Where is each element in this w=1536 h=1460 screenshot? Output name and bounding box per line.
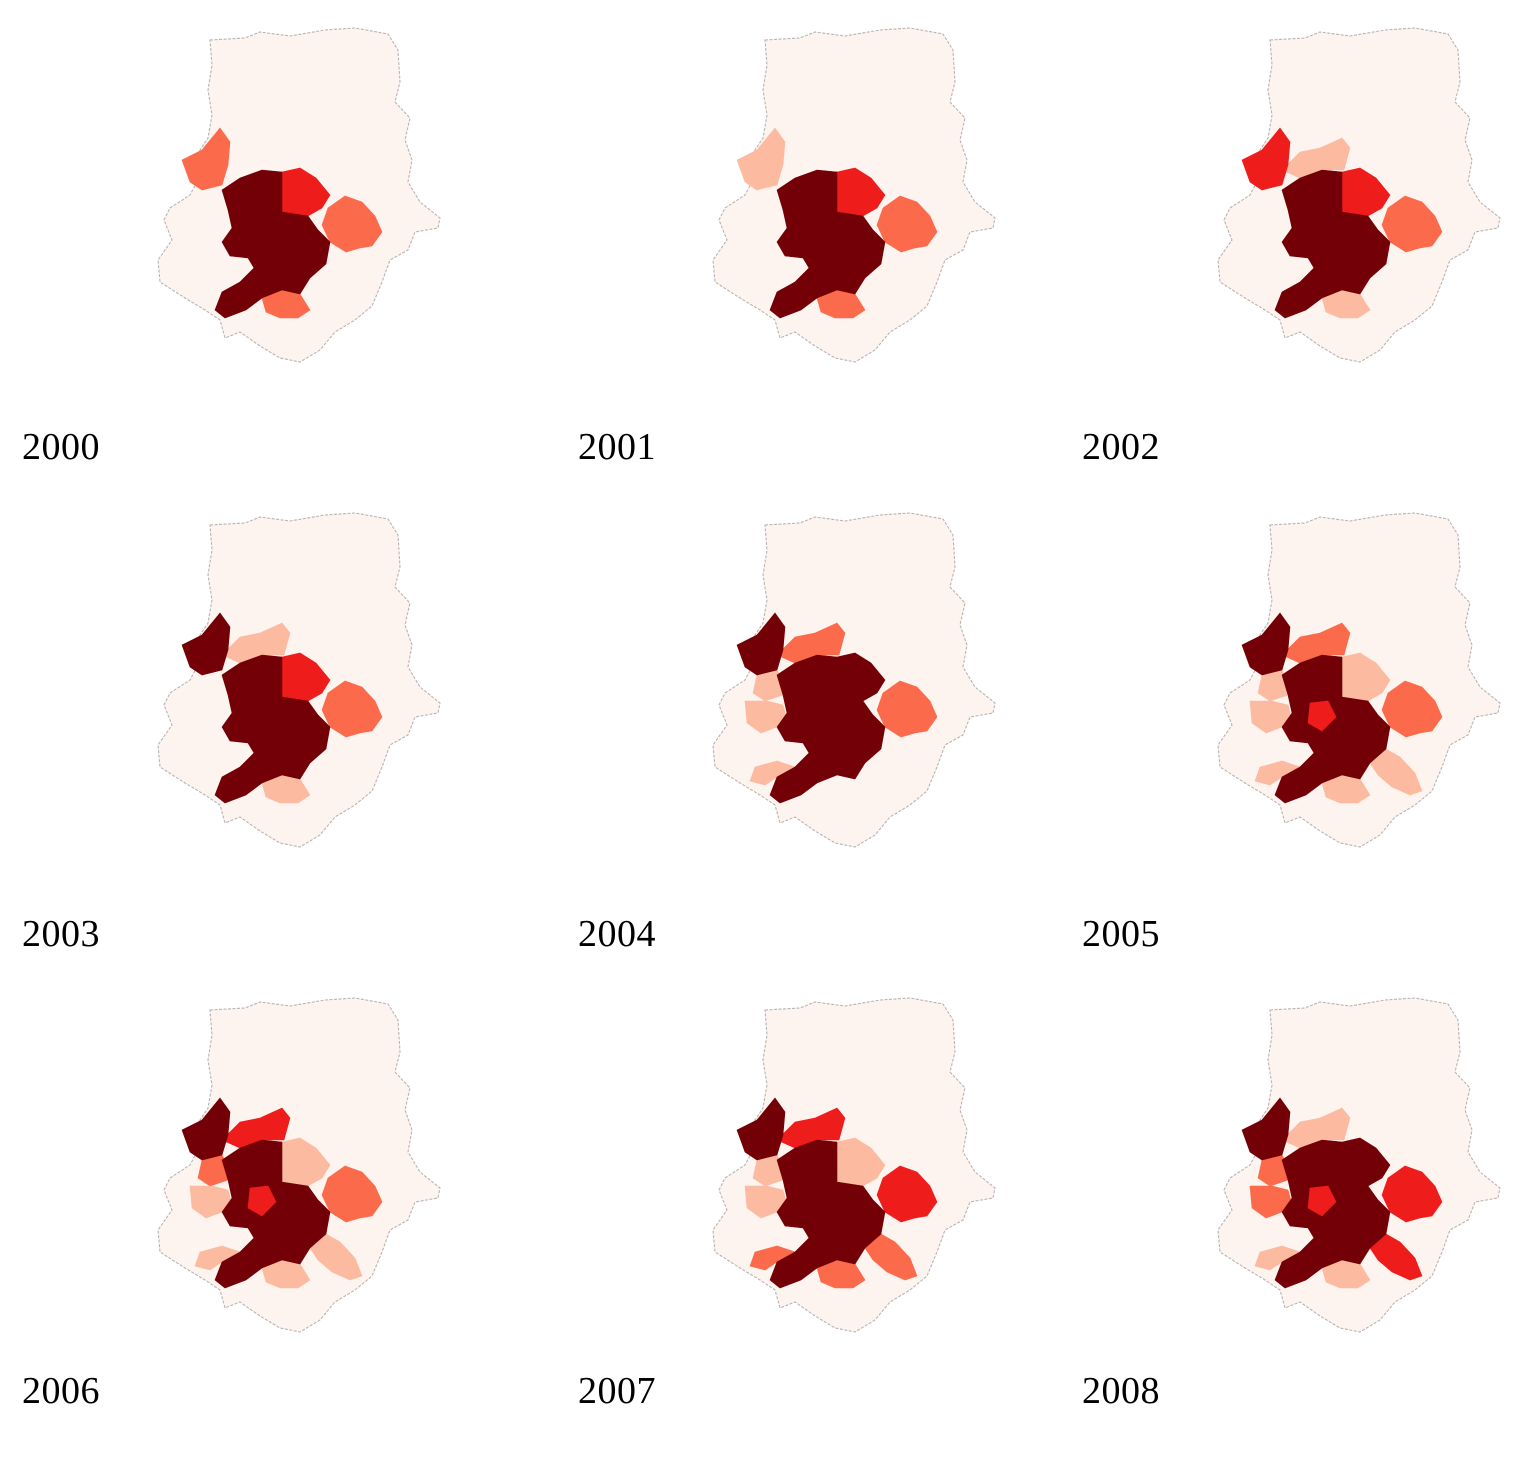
district-core — [769, 1139, 886, 1289]
district-inner — [247, 215, 277, 247]
district-core — [214, 169, 331, 319]
district-inner — [1307, 700, 1337, 732]
district-northwest — [1241, 612, 1291, 676]
year-label: 2003 — [22, 913, 100, 955]
year-label: 2004 — [578, 913, 656, 955]
year-label: 2007 — [578, 1370, 656, 1412]
district-core — [1274, 1139, 1391, 1289]
map-panel-2008 — [1210, 990, 1536, 1460]
district-inner — [247, 1185, 277, 1217]
year-label: 2006 — [22, 1370, 100, 1412]
district-east — [321, 680, 383, 738]
map-2003 — [157, 512, 441, 848]
district-northwest — [1241, 1097, 1291, 1161]
district-core — [769, 654, 886, 804]
district-east — [1381, 195, 1443, 253]
district-inner — [802, 1185, 832, 1217]
district-core — [214, 654, 331, 804]
map-2005 — [1217, 512, 1501, 848]
map-panel-2002 — [1210, 20, 1536, 490]
district-northwest — [181, 127, 231, 191]
district-core — [214, 1139, 331, 1289]
district-east — [876, 1165, 938, 1223]
district-northwest — [1241, 127, 1291, 191]
map-panel-2003 — [150, 505, 650, 975]
district-inner — [802, 215, 832, 247]
map-panel-2006 — [150, 990, 650, 1460]
map-2001 — [712, 27, 996, 363]
map-2007 — [712, 997, 996, 1333]
district-east — [321, 1165, 383, 1223]
district-east — [876, 680, 938, 738]
map-panel-2007 — [705, 990, 1205, 1460]
map-2004 — [712, 512, 996, 848]
district-northwest — [181, 1097, 231, 1161]
district-southeast — [1369, 748, 1423, 796]
district-northwest — [736, 612, 786, 676]
district-inner — [802, 700, 832, 732]
map-panel-2004 — [705, 505, 1205, 975]
district-core — [1274, 654, 1391, 804]
district-east — [321, 195, 383, 253]
district-inner — [1307, 215, 1337, 247]
map-2008 — [1217, 997, 1501, 1333]
district-northwest — [181, 612, 231, 676]
map-panel-2000 — [150, 20, 650, 490]
district-southeast — [1369, 1233, 1423, 1281]
district-east — [1381, 1165, 1443, 1223]
map-2000 — [157, 27, 441, 363]
district-northwest — [736, 127, 786, 191]
year-label: 2001 — [578, 426, 656, 468]
year-label: 2005 — [1082, 913, 1160, 955]
map-panel-2001 — [705, 20, 1205, 490]
map-panel-2005 — [1210, 505, 1536, 975]
district-core — [1274, 169, 1391, 319]
district-inner — [247, 700, 277, 732]
district-east — [876, 195, 938, 253]
district-southeast — [864, 1233, 918, 1281]
map-2006 — [157, 997, 441, 1333]
year-label: 2002 — [1082, 426, 1160, 468]
year-label: 2000 — [22, 426, 100, 468]
district-northwest — [736, 1097, 786, 1161]
map-2002 — [1217, 27, 1501, 363]
district-southeast — [309, 1233, 363, 1281]
district-east — [1381, 680, 1443, 738]
year-label: 2008 — [1082, 1370, 1160, 1412]
district-core — [769, 169, 886, 319]
district-inner — [1307, 1185, 1337, 1217]
